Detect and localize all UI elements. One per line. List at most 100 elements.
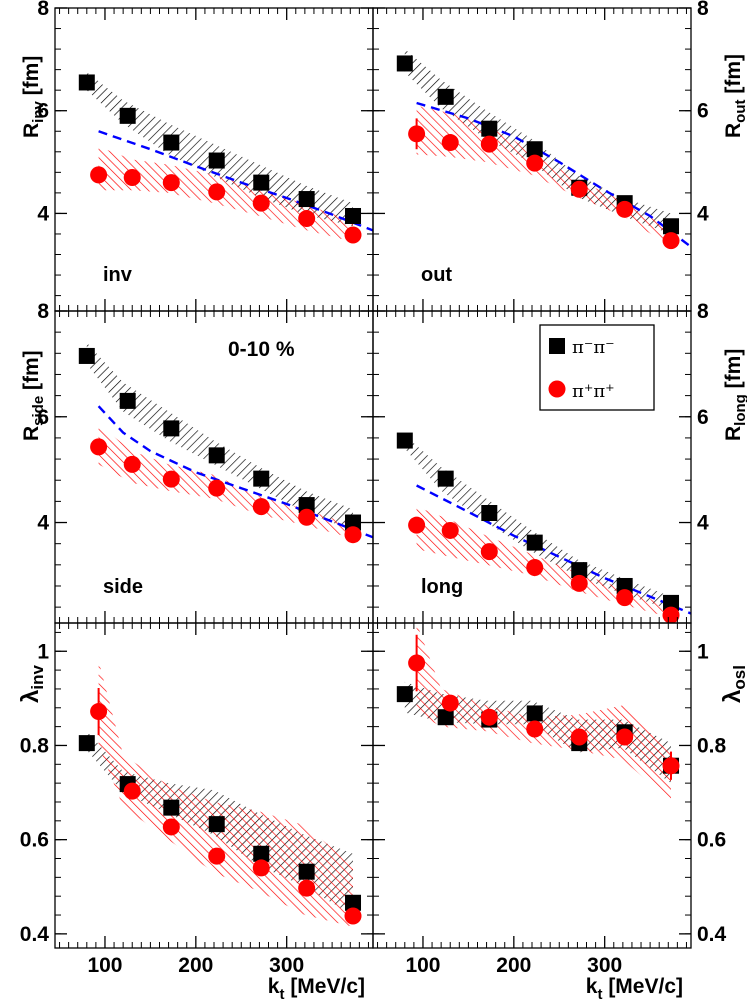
y-axis-title-out: Rout [fm]: [722, 54, 747, 138]
y-axis-title-side: Rside [fm]: [20, 350, 47, 441]
data-point-pi-plus: [526, 558, 544, 576]
data-point-pi-plus: [616, 200, 634, 218]
panel-side: [78, 342, 373, 544]
data-point-pi-plus: [441, 521, 459, 539]
data-point-pi-plus: [408, 125, 426, 143]
y-tick-label: 0.8: [20, 734, 50, 757]
model-curve: [98, 130, 373, 232]
panel-label-side: side: [103, 576, 143, 598]
data-point-pi-minus: [437, 470, 454, 487]
band-pi_minus: [404, 435, 671, 610]
data-point-pi-plus: [90, 166, 108, 184]
data-point-pi-minus: [396, 432, 413, 449]
y-tick-label: 6: [37, 406, 49, 429]
band-pi_plus: [416, 506, 671, 618]
y-tick-label: 4: [37, 512, 49, 535]
data-point-pi-minus: [437, 88, 454, 105]
x-axis-title: kt [MeV/c]: [586, 975, 683, 1000]
data-point-pi-minus: [481, 120, 498, 137]
data-point-pi-plus: [252, 859, 270, 877]
x-tick-label: 100: [87, 954, 122, 977]
y-axis-title-long: Rlong [fm]: [722, 349, 747, 441]
data-point-pi-plus: [344, 526, 362, 544]
data-point-pi-minus: [526, 534, 543, 551]
y-tick-label: 8: [37, 300, 49, 323]
data-point-pi-plus: [90, 438, 108, 456]
data-point-pi-minus: [345, 207, 362, 224]
data-point-pi-plus: [662, 232, 680, 250]
data-point-pi-minus: [208, 447, 225, 464]
panel-out: [396, 49, 691, 250]
y-tick-label: 1: [37, 640, 49, 663]
panel-long: [396, 432, 691, 623]
data-point-pi-minus: [298, 863, 315, 880]
legend-marker-pi-minus: [549, 338, 565, 354]
data-point-pi-plus: [298, 508, 316, 526]
band-pi_minus: [86, 342, 354, 531]
data-point-pi-plus: [526, 154, 544, 172]
data-point-pi-minus: [253, 174, 270, 191]
data-point-pi-plus: [408, 654, 426, 672]
data-point-pi-plus: [570, 180, 588, 198]
band-pi_minus: [86, 72, 354, 227]
data-point-pi-plus: [298, 879, 316, 897]
data-point-pi-plus: [252, 194, 270, 212]
data-point-pi-plus: [162, 818, 180, 836]
data-point-pi-plus: [526, 720, 544, 738]
data-point-pi-minus: [663, 218, 680, 235]
legend-label-pi-plus: π⁺π⁺: [572, 381, 615, 402]
band-pi_plus: [98, 146, 353, 242]
y-axis-title-lambda_inv: λinv: [17, 665, 47, 703]
data-point-pi-minus: [345, 514, 362, 531]
y-tick-label: 8: [697, 300, 709, 323]
x-tick-label: 300: [269, 954, 304, 977]
data-point-pi-minus: [616, 577, 633, 594]
data-point-pi-minus: [119, 392, 136, 409]
data-point-pi-minus: [208, 152, 225, 169]
data-point-pi-plus: [344, 226, 362, 244]
data-point-pi-plus: [90, 703, 108, 721]
x-tick-label: 200: [178, 954, 213, 977]
y-tick-label: 6: [37, 100, 49, 123]
data-point-pi-plus: [408, 516, 426, 534]
data-point-pi-plus: [570, 728, 588, 746]
y-tick-label: 0.4: [697, 923, 727, 946]
band-pi_plus: [416, 623, 671, 802]
data-point-pi-minus: [78, 735, 95, 752]
model-curve: [416, 484, 691, 615]
y-tick-label: 0.6: [20, 829, 49, 852]
data-point-pi-plus: [208, 183, 226, 201]
data-point-pi-plus: [662, 757, 680, 775]
data-point-pi-plus: [662, 606, 680, 623]
data-point-pi-minus: [298, 497, 315, 514]
data-point-pi-plus: [616, 589, 634, 607]
y-tick-label: 0.8: [697, 734, 727, 757]
y-tick-label: 4: [697, 512, 709, 535]
data-point-pi-minus: [298, 191, 315, 208]
data-point-pi-plus: [480, 135, 498, 153]
data-point-pi-plus: [298, 210, 316, 228]
data-point-pi-plus: [162, 470, 180, 488]
data-point-pi-plus: [570, 574, 588, 592]
panel-inv: [78, 72, 373, 244]
data-point-pi-minus: [526, 141, 543, 158]
y-tick-label: 4: [697, 202, 709, 225]
y-tick-label: 8: [697, 0, 709, 20]
model-curve: [416, 101, 691, 248]
data-point-pi-minus: [571, 562, 588, 579]
data-point-pi-plus: [123, 782, 141, 800]
data-point-pi-minus: [253, 845, 270, 862]
y-tick-label: 6: [697, 100, 709, 123]
panel-label-inv: inv: [103, 264, 133, 286]
data-point-pi-minus: [119, 107, 136, 124]
data-point-pi-minus: [78, 347, 95, 364]
legend: π⁻π⁻ π⁺π⁺: [539, 324, 655, 411]
data-point-pi-minus: [396, 686, 413, 703]
data-point-pi-plus: [344, 907, 362, 925]
y-axis-title-lambda_osl: λosl: [719, 665, 747, 703]
data-point-pi-minus: [208, 816, 225, 833]
data-point-pi-minus: [526, 705, 543, 722]
data-point-pi-minus: [163, 134, 180, 151]
data-point-pi-plus: [441, 134, 459, 152]
data-point-pi-plus: [208, 847, 226, 865]
